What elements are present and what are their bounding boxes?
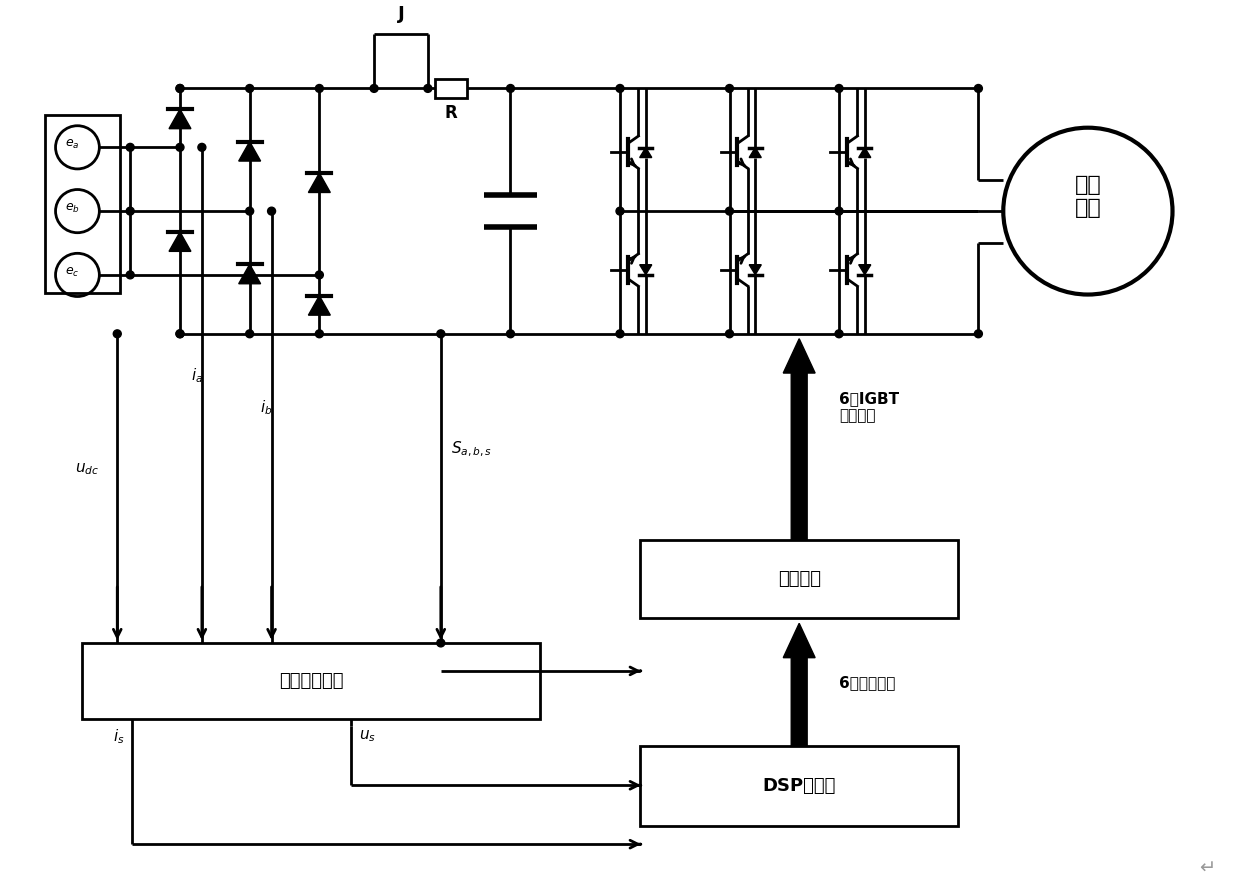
Circle shape — [126, 207, 134, 215]
Circle shape — [198, 143, 206, 151]
Polygon shape — [640, 148, 652, 158]
Text: R: R — [444, 104, 458, 122]
Text: 6路IGBT
驱动脉冲: 6路IGBT 驱动脉冲 — [839, 392, 899, 424]
Text: DSP控制器: DSP控制器 — [763, 777, 836, 796]
Circle shape — [126, 271, 134, 279]
Bar — [435, 79, 466, 99]
Circle shape — [835, 84, 843, 92]
Circle shape — [315, 84, 324, 92]
Polygon shape — [169, 109, 191, 129]
Text: $i_a$: $i_a$ — [191, 366, 203, 385]
Circle shape — [725, 207, 734, 215]
Circle shape — [975, 330, 982, 338]
Text: 6路开关信号: 6路开关信号 — [839, 675, 895, 690]
Circle shape — [975, 84, 982, 92]
Circle shape — [370, 84, 378, 92]
Text: 驱动电路: 驱动电路 — [777, 570, 821, 588]
Circle shape — [176, 330, 184, 338]
Polygon shape — [239, 142, 260, 161]
Text: $S_{a,b,s}$: $S_{a,b,s}$ — [451, 440, 492, 460]
Text: $i_b$: $i_b$ — [260, 398, 273, 417]
Circle shape — [268, 207, 275, 215]
Bar — [82, 643, 541, 719]
Text: J: J — [398, 4, 404, 22]
Text: ↵: ↵ — [1199, 859, 1215, 878]
Text: $i_s$: $i_s$ — [113, 727, 124, 745]
Text: $e_b$: $e_b$ — [64, 202, 79, 215]
Polygon shape — [859, 148, 870, 158]
Circle shape — [835, 330, 843, 338]
Text: 电压电流采样: 电压电流采样 — [279, 672, 343, 690]
Polygon shape — [749, 264, 761, 275]
Circle shape — [616, 84, 624, 92]
Circle shape — [176, 330, 184, 338]
Text: $e_a$: $e_a$ — [66, 138, 79, 151]
Circle shape — [424, 84, 432, 92]
Polygon shape — [309, 173, 330, 193]
Polygon shape — [749, 148, 761, 158]
Circle shape — [506, 84, 515, 92]
Circle shape — [176, 143, 184, 151]
Circle shape — [126, 143, 134, 151]
Circle shape — [246, 330, 254, 338]
Circle shape — [113, 330, 122, 338]
Polygon shape — [784, 624, 815, 746]
Bar — [640, 746, 959, 826]
Polygon shape — [784, 339, 815, 540]
Circle shape — [315, 330, 324, 338]
Circle shape — [176, 84, 184, 92]
Text: $u_{dc}$: $u_{dc}$ — [76, 461, 99, 477]
Circle shape — [835, 207, 843, 215]
Circle shape — [725, 84, 734, 92]
Bar — [640, 540, 959, 618]
Circle shape — [315, 271, 324, 279]
Text: $u_s$: $u_s$ — [360, 728, 376, 744]
Polygon shape — [169, 232, 191, 252]
Polygon shape — [859, 264, 870, 275]
Circle shape — [436, 639, 445, 647]
Circle shape — [436, 330, 445, 338]
Text: $e_c$: $e_c$ — [66, 265, 79, 279]
Circle shape — [506, 330, 515, 338]
Text: 永磁
电机: 永磁 电机 — [1075, 175, 1101, 218]
Circle shape — [616, 330, 624, 338]
Polygon shape — [309, 296, 330, 315]
Circle shape — [246, 84, 254, 92]
Circle shape — [616, 207, 624, 215]
Polygon shape — [239, 264, 260, 284]
Bar — [45, 115, 120, 293]
Polygon shape — [640, 264, 652, 275]
Circle shape — [725, 330, 734, 338]
Circle shape — [246, 207, 254, 215]
Circle shape — [176, 84, 184, 92]
